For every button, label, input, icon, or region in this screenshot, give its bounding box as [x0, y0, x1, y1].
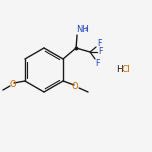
Text: O: O [10, 80, 16, 89]
Text: O: O [72, 82, 78, 91]
Text: Cl: Cl [122, 66, 131, 74]
Text: F: F [97, 38, 102, 47]
Text: NH: NH [76, 24, 89, 33]
Text: H: H [116, 66, 123, 74]
Text: 2: 2 [85, 27, 88, 32]
Text: F: F [95, 59, 100, 67]
Text: F: F [98, 47, 103, 56]
